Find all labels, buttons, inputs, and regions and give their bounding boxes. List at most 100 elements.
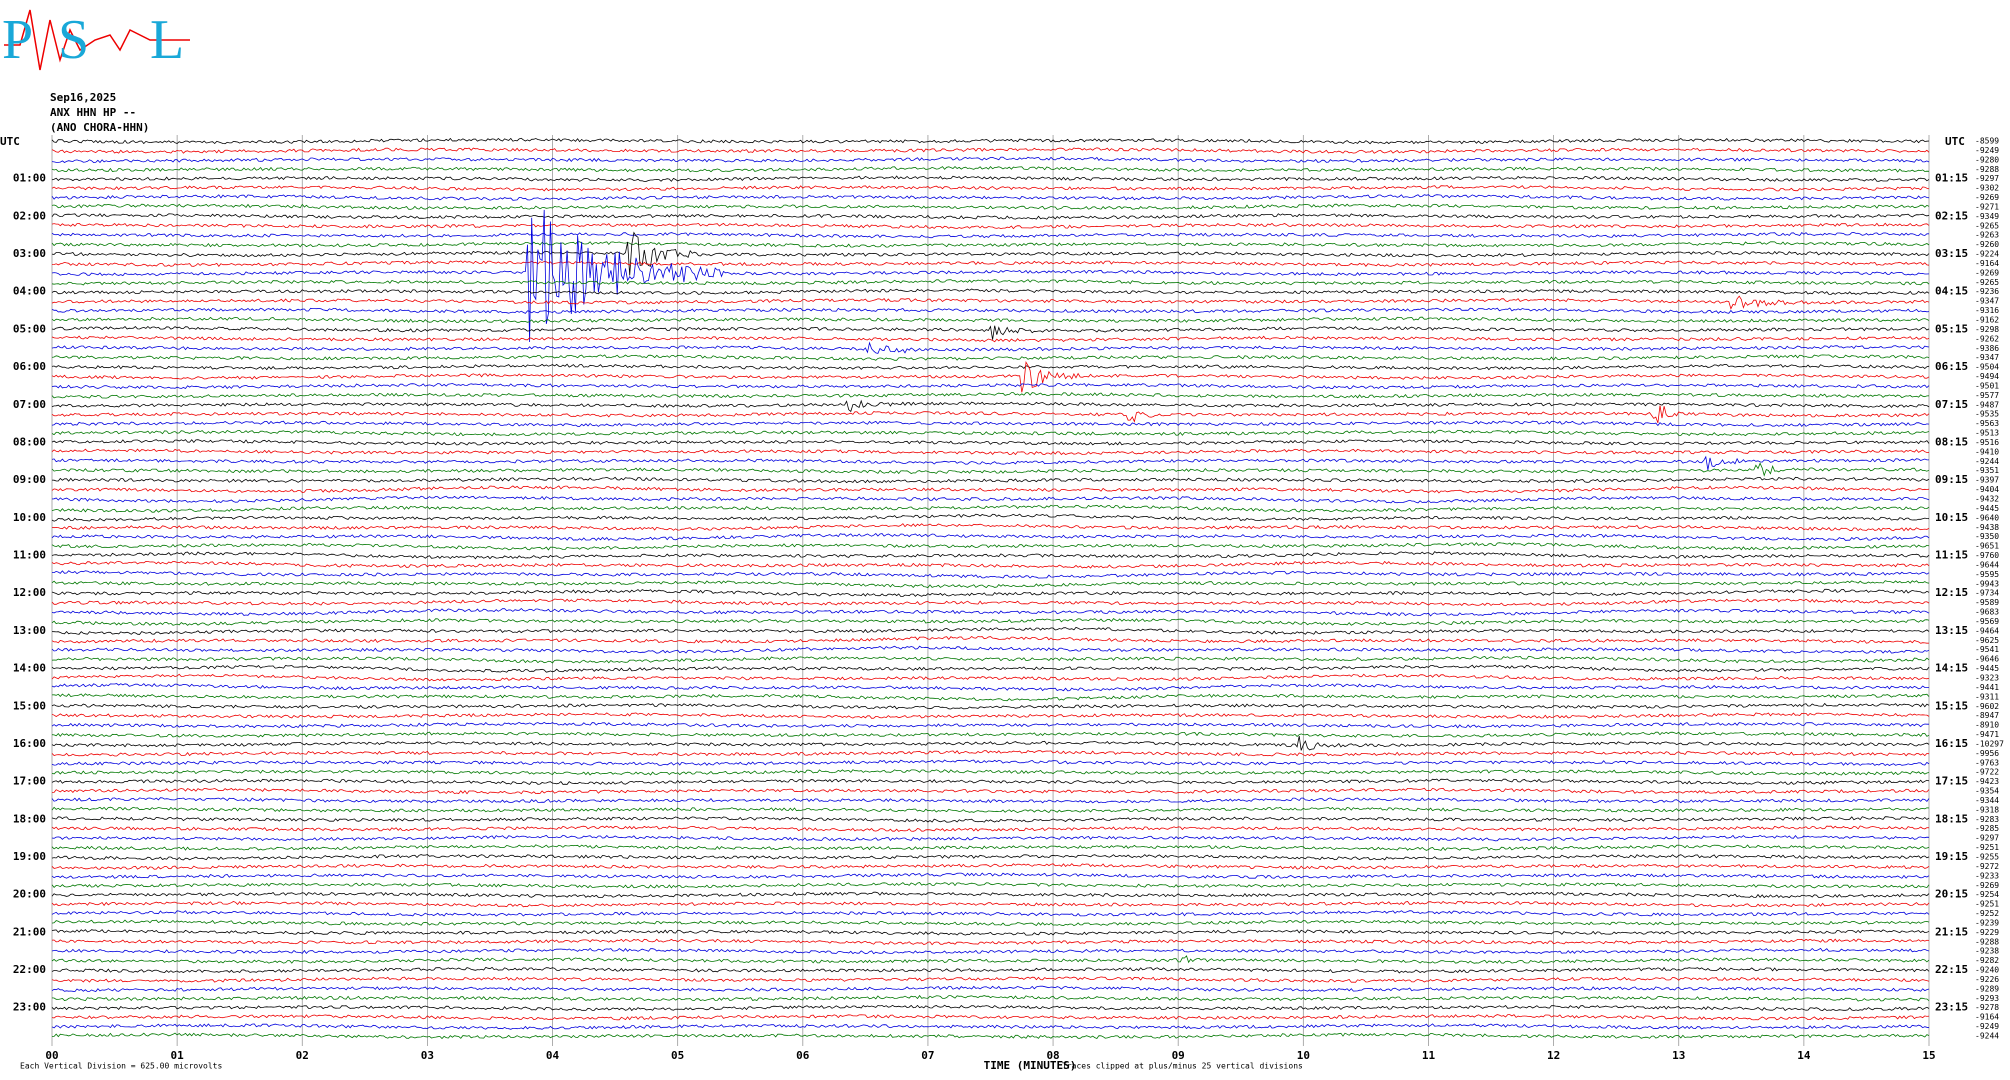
trace-offset: -9763 (1975, 758, 1999, 767)
right-hour-label: 07:15 (1935, 398, 1968, 411)
trace-offset: -9541 (1975, 645, 1999, 654)
trace-offset: -9251 (1975, 900, 1999, 909)
trace-offset: -9224 (1975, 250, 1999, 259)
trace-offset: -9516 (1975, 438, 1999, 447)
left-hour-label: 23:00 (13, 1001, 46, 1014)
trace (51, 513, 1930, 522)
trace (51, 279, 1930, 286)
trace (51, 607, 1930, 617)
trace (51, 966, 1930, 974)
left-hour-label: 01:00 (13, 172, 46, 185)
trace (51, 580, 1930, 589)
left-hour-label: 16:00 (13, 737, 46, 750)
trace-offset: -9278 (1975, 1003, 1999, 1012)
right-hour-label: 13:15 (1935, 624, 1968, 637)
right-hour-label: 12:15 (1935, 586, 1968, 599)
trace-offset: -9956 (1975, 749, 1999, 758)
trace-offset: -9471 (1975, 730, 1999, 739)
trace (51, 645, 1930, 654)
trace (51, 570, 1930, 579)
trace (51, 816, 1930, 823)
trace (51, 316, 1930, 324)
trace-offset: -9164 (1975, 259, 1999, 268)
trace (51, 185, 1930, 192)
trace-offset: -8947 (1975, 711, 1999, 720)
trace-offset: -9404 (1975, 485, 1999, 494)
trace (51, 551, 1930, 560)
trace-offset: -9504 (1975, 363, 1999, 372)
trace (51, 462, 1930, 477)
trace (51, 673, 1930, 682)
trace-offset: -9535 (1975, 410, 1999, 419)
trace (51, 232, 1929, 239)
x-tick-label: 13 (1672, 1049, 1685, 1062)
trace-offset: -9272 (1975, 862, 1999, 871)
right-axis-title: UTC (1945, 135, 1965, 148)
trace-offset: -9282 (1975, 956, 1999, 965)
x-tick-label: 15 (1922, 1049, 1935, 1062)
trace (51, 455, 1929, 471)
left-hour-label: 12:00 (13, 586, 46, 599)
trace-offset: -9577 (1975, 391, 1999, 400)
trace (51, 938, 1930, 946)
trace-offset: -9265 (1975, 221, 1999, 230)
trace-offset: -9438 (1975, 523, 1999, 532)
x-tick-label: 09 (1172, 1049, 1185, 1062)
trace (51, 749, 1930, 757)
trace (51, 1023, 1930, 1030)
trace (51, 354, 1930, 361)
trace (51, 844, 1930, 851)
logo-letter: L (150, 9, 184, 71)
trace (51, 137, 1930, 145)
trace-offset: -9254 (1975, 890, 1999, 899)
right-hour-label: 10:15 (1935, 511, 1968, 524)
trace-offset: -9249 (1975, 1022, 1999, 1031)
trace (51, 825, 1930, 832)
x-tick-label: 11 (1422, 1049, 1436, 1062)
trace (51, 588, 1930, 597)
trace-offset: -9280 (1975, 155, 1999, 164)
x-tick-label: 14 (1797, 1049, 1811, 1062)
header-location: (ANO CHORA-HHN) (50, 121, 149, 134)
trace (51, 693, 1930, 702)
trace-offset: -9646 (1975, 655, 1999, 664)
trace-offset: -9347 (1975, 297, 1999, 306)
trace (51, 307, 1930, 314)
trace-offset: -9302 (1975, 184, 1999, 193)
trace (51, 231, 1930, 276)
trace (51, 476, 1930, 484)
trace (51, 910, 1930, 917)
x-tick-label: 07 (921, 1049, 934, 1062)
trace-offset: -9595 (1975, 570, 1999, 579)
trace (51, 854, 1930, 861)
trace-offset: -9252 (1975, 909, 1999, 918)
trace (51, 626, 1930, 635)
trace (51, 618, 1930, 626)
trace-offset: -9297 (1975, 174, 1999, 183)
left-hour-label: 19:00 (13, 850, 46, 863)
left-hour-label: 18:00 (13, 812, 46, 825)
right-hour-label: 01:15 (1935, 172, 1968, 185)
trace (51, 448, 1930, 456)
right-hour-label: 02:15 (1935, 209, 1968, 222)
trace (51, 882, 1930, 889)
trace (51, 147, 1930, 154)
trace (51, 363, 1930, 371)
trace-offset: -9298 (1975, 325, 1999, 334)
x-tick-label: 10 (1297, 1049, 1310, 1062)
trace (51, 778, 1930, 785)
right-hour-label: 03:15 (1935, 247, 1968, 260)
trace (51, 495, 1930, 504)
left-axis-title: UTC (0, 135, 20, 148)
trace (51, 392, 1930, 399)
trace-offset: -9445 (1975, 664, 1999, 673)
trace (51, 655, 1930, 664)
left-hour-label: 14:00 (13, 662, 46, 675)
trace-offset: -9289 (1975, 984, 1999, 993)
trace (51, 900, 1930, 908)
right-hour-label: 19:15 (1935, 850, 1968, 863)
trace-offset: -9285 (1975, 824, 1999, 833)
trace (51, 335, 1930, 343)
trace (51, 325, 1930, 340)
